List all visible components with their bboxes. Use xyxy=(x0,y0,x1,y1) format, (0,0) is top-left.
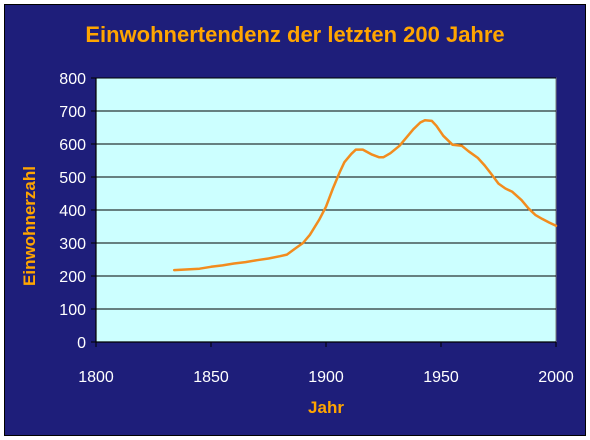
series-group xyxy=(172,118,558,272)
y-tick-labels: 0 100 200 300 400 500 600 700 800 xyxy=(59,71,86,352)
y-tick-label-500: 500 xyxy=(59,170,86,187)
y-tick-label-300: 300 xyxy=(59,236,86,253)
x-axis-label: Jahr xyxy=(308,398,344,417)
y-tick-label-700: 700 xyxy=(59,104,86,121)
series-line-0 xyxy=(172,118,558,272)
x-tick-label-1800: 1800 xyxy=(78,369,114,386)
x-tick-label-1850: 1850 xyxy=(193,369,229,386)
y-tick-label-600: 600 xyxy=(59,137,86,154)
gridlines xyxy=(96,77,556,310)
x-tick-label-1900: 1900 xyxy=(308,369,344,386)
x-tick-label-1950: 1950 xyxy=(423,369,459,386)
y-tick-label-400: 400 xyxy=(59,203,86,220)
chart-title: Einwohnertendenz der letzten 200 Jahre xyxy=(85,22,505,47)
y-tick-label-800: 800 xyxy=(59,71,86,88)
x-tick-labels: 1800 1850 1900 1950 2000 xyxy=(78,369,574,386)
y-tick-label-100: 100 xyxy=(59,302,86,319)
axes xyxy=(91,77,557,347)
y-tick-label-0: 0 xyxy=(77,335,86,352)
y-tick-label-200: 200 xyxy=(59,269,86,286)
x-tick-label-2000: 2000 xyxy=(538,369,574,386)
